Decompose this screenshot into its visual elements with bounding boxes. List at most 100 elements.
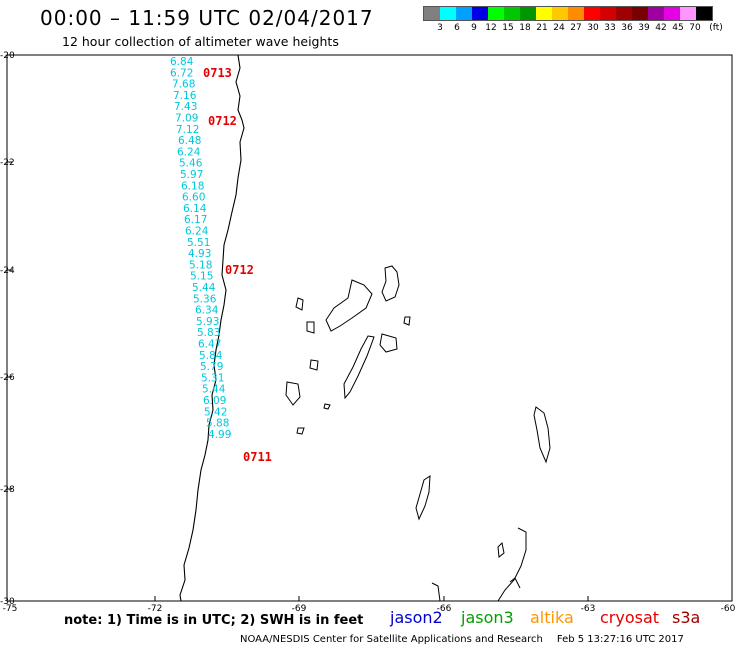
legend-swatch bbox=[504, 7, 520, 20]
map-title: 00:00 – 11:59 UTC 02/04/2017 bbox=[40, 6, 374, 30]
swh-value: 5.97 bbox=[180, 169, 203, 181]
legend-swatch bbox=[568, 7, 584, 20]
lat-label: -26 bbox=[0, 373, 15, 383]
pass-time-label: 0712 bbox=[208, 114, 237, 128]
lat-label: -30 bbox=[0, 597, 15, 607]
legend-tick-label: 3 bbox=[437, 23, 443, 33]
footer-note: note: 1) Time is in UTC; 2) SWH is in fe… bbox=[64, 613, 364, 628]
swh-value: 6.34 bbox=[195, 305, 219, 317]
legend-swatch bbox=[488, 7, 504, 20]
satellite-label: jason3 bbox=[461, 608, 514, 627]
legend-tick-label: 30 bbox=[587, 23, 599, 33]
swh-value: 5.36 bbox=[193, 293, 217, 305]
swh-value: 6.48 bbox=[178, 135, 201, 147]
swh-value: 6.17 bbox=[184, 214, 207, 226]
swh-value: 5.42 bbox=[204, 406, 227, 418]
swh-value: 5.44 bbox=[192, 282, 216, 294]
swh-value: 5.44 bbox=[202, 384, 226, 396]
swh-value: 5.93 bbox=[196, 316, 219, 328]
swh-value: 6.09 bbox=[203, 395, 226, 407]
legend-swatch bbox=[600, 7, 616, 20]
legend-tick-label: 45 bbox=[672, 23, 684, 33]
legend-tick-label: 6 bbox=[454, 23, 460, 33]
legend-swatch bbox=[520, 7, 536, 20]
axis-ticks bbox=[7, 54, 589, 602]
legend-swatch bbox=[680, 7, 696, 20]
satellite-label: cryosat bbox=[600, 608, 660, 627]
legend-tick-label: 36 bbox=[621, 23, 633, 33]
legend-tick-label: 70 bbox=[689, 23, 701, 33]
swh-value: 5.31 bbox=[201, 372, 224, 384]
satellite-label: jason2 bbox=[390, 608, 443, 627]
swh-value: 5.88 bbox=[206, 418, 229, 430]
swh-value: 5.51 bbox=[187, 237, 210, 249]
coastline bbox=[179, 54, 245, 602]
swh-value: 7.43 bbox=[174, 101, 197, 113]
legend-tick-label: 42 bbox=[655, 23, 667, 33]
legend-tick-label: 21 bbox=[536, 23, 548, 33]
legend-tick-label: 18 bbox=[519, 23, 531, 33]
credit-text: NOAA/NESDIS Center for Satellite Applica… bbox=[240, 634, 543, 645]
legend-tick-label: 15 bbox=[502, 23, 514, 33]
color-legend: 3 6 9 12 15 18 21 24 27 30 33 36 39 42 45 70 (ft) bbox=[423, 6, 723, 33]
swh-value: 7.12 bbox=[176, 124, 199, 136]
lon-label: -66 bbox=[437, 604, 452, 614]
plot-frame bbox=[6, 54, 733, 602]
swh-value: 5.83 bbox=[197, 327, 220, 339]
lon-label: -72 bbox=[148, 604, 163, 614]
swh-value: 6.18 bbox=[181, 180, 204, 192]
legend-swatch bbox=[536, 7, 552, 20]
legend-swatch bbox=[584, 7, 600, 20]
legend-ticks: 3 6 9 12 15 18 21 24 27 30 33 36 39 42 45 70 (ft) bbox=[423, 23, 740, 37]
credit-line: NOAA/NESDIS Center for Satellite Applica… bbox=[240, 634, 684, 645]
legend-tick-label: 39 bbox=[638, 23, 650, 33]
lat-label: -28 bbox=[0, 485, 15, 495]
swh-value: 5.18 bbox=[189, 259, 212, 271]
legend-tick-label: 9 bbox=[471, 23, 477, 33]
legend-tick-label: (ft) bbox=[709, 23, 723, 33]
swh-value: 5.15 bbox=[190, 271, 213, 283]
legend-swatch bbox=[648, 7, 664, 20]
swh-value: 6.24 bbox=[185, 226, 209, 238]
legend-swatch bbox=[696, 7, 712, 20]
pass-time-label: 0711 bbox=[243, 450, 272, 464]
swh-value: 6.24 bbox=[177, 146, 201, 158]
lat-label: -22 bbox=[0, 158, 15, 168]
swh-value: 6.84 bbox=[170, 56, 194, 68]
legend-swatch bbox=[472, 7, 488, 20]
legend-swatch bbox=[664, 7, 680, 20]
legend-swatch bbox=[424, 7, 440, 20]
swh-value: 6.72 bbox=[170, 67, 193, 79]
map-subtitle: 12 hour collection of altimeter wave hei… bbox=[62, 34, 339, 49]
swh-value: 5.46 bbox=[179, 158, 203, 170]
legend-tick-label: 27 bbox=[570, 23, 582, 33]
legend-swatches bbox=[423, 6, 713, 21]
swh-value: 7.16 bbox=[173, 90, 197, 102]
swh-value: 5.79 bbox=[200, 361, 223, 373]
lat-label: -24 bbox=[0, 266, 15, 276]
swh-value: 4.99 bbox=[208, 429, 231, 441]
satellite-label: altika bbox=[530, 608, 574, 627]
timestamp: Feb 5 13:27:16 UTC 2017 bbox=[556, 634, 684, 645]
legend-tick-label: 33 bbox=[604, 23, 616, 33]
legend-swatch bbox=[552, 7, 568, 20]
swh-value: 5.84 bbox=[199, 350, 223, 362]
swh-track: 6.846.727.687.167.437.097.126.486.245.46… bbox=[170, 56, 231, 441]
satellite-label: s3a bbox=[672, 608, 701, 627]
pass-time-label: 0712 bbox=[225, 263, 254, 277]
legend-swatch bbox=[632, 7, 648, 20]
legend-swatch bbox=[456, 7, 472, 20]
lon-label: -75 bbox=[3, 604, 18, 614]
lon-label: -69 bbox=[292, 604, 307, 614]
swh-value: 6.14 bbox=[183, 203, 207, 215]
pass-time-label: 0713 bbox=[203, 66, 232, 80]
legend-tick-label: 12 bbox=[485, 23, 497, 33]
legend-swatch bbox=[616, 7, 632, 20]
swh-value: 7.09 bbox=[175, 113, 198, 125]
swh-value: 7.68 bbox=[172, 79, 195, 91]
inland-lakes bbox=[285, 265, 551, 602]
lat-label: -20 bbox=[0, 51, 15, 61]
lon-label: -60 bbox=[721, 604, 736, 614]
swh-value: 6.60 bbox=[182, 192, 205, 204]
